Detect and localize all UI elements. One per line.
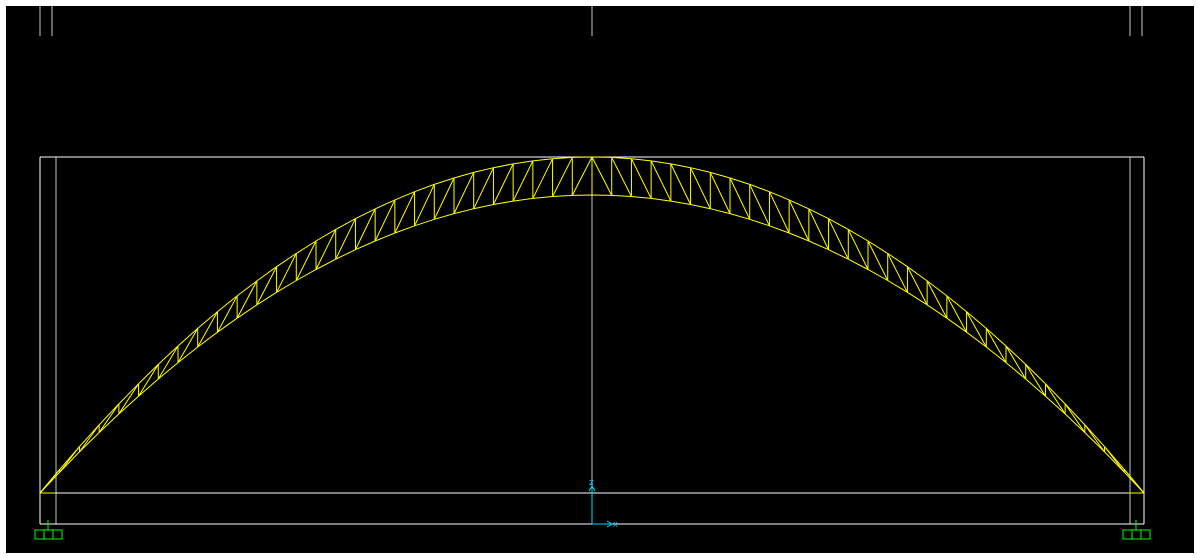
truss-diagonal-member xyxy=(118,383,139,415)
truss-diagonal-member xyxy=(39,469,61,494)
truss-diagonal-member xyxy=(966,311,987,348)
x-axis-label: X xyxy=(613,521,618,529)
truss-diagonal-member xyxy=(1045,383,1066,415)
left-support xyxy=(34,520,63,540)
support-base-box xyxy=(34,529,63,540)
truss-diagonal-member xyxy=(729,177,751,220)
truss-diagonal-member xyxy=(98,403,120,433)
truss-diagonal-member xyxy=(315,229,337,270)
truss-diagonal-member xyxy=(828,218,849,260)
z-axis-label: Z xyxy=(589,479,594,487)
supports xyxy=(34,520,1151,540)
truss-diagonal-member xyxy=(630,158,652,199)
z-axis-arrowhead xyxy=(588,485,596,492)
truss-diagonal-member xyxy=(433,177,455,220)
truss-diagonal-member xyxy=(512,160,534,202)
truss-diagonal-member xyxy=(216,295,238,333)
truss-diagonal-member xyxy=(59,446,80,473)
global-axes-triad: Z X xyxy=(588,479,618,529)
truss-diagonal-member xyxy=(867,240,889,281)
truss-diagonal-member xyxy=(276,253,297,293)
grid-lines xyxy=(39,6,1145,525)
truss-diagonal-member xyxy=(650,160,672,202)
truss-diagonal-member xyxy=(709,172,731,214)
truss-diagonal-member xyxy=(453,172,475,214)
truss-diagonal-member xyxy=(591,156,613,196)
right-support xyxy=(1122,520,1151,540)
truss-diagonal-member xyxy=(295,240,317,281)
truss-diagonal-member xyxy=(985,328,1007,363)
truss-diagonal-member xyxy=(1064,403,1086,433)
truss-diagonal-member xyxy=(79,424,100,453)
truss-diagonal-member xyxy=(847,229,869,270)
truss-diagonal-member xyxy=(1025,364,1046,397)
truss-diagonal-member xyxy=(670,163,692,205)
truss-diagonal-member xyxy=(335,218,356,260)
truss-diagonal-member xyxy=(808,208,830,250)
truss-diagonal-member xyxy=(749,184,770,227)
truss-diagonal-member xyxy=(926,280,948,319)
support-base-box xyxy=(1122,529,1151,540)
truss-diagonal-member xyxy=(236,280,258,319)
truss-diagonal-member xyxy=(473,167,494,209)
truss-diagonal-member xyxy=(354,208,376,250)
truss-diagonal-member xyxy=(1084,424,1105,453)
model-viewport[interactable]: Z X xyxy=(6,6,1194,553)
truss-diagonal-member xyxy=(414,184,435,227)
truss-diagonal-member xyxy=(611,157,632,197)
truss-diagonal-member xyxy=(906,266,928,306)
arch-truss[interactable] xyxy=(39,156,1145,494)
truss-diagonal-member xyxy=(374,199,396,242)
truss-diagonal-member xyxy=(256,266,278,306)
x-axis-arrowhead xyxy=(606,520,613,528)
truss-diagonal-member xyxy=(946,295,968,333)
truss-diagonal-member xyxy=(532,158,554,199)
truss-diagonal-member xyxy=(690,167,711,209)
truss-diagonal-member xyxy=(492,163,514,205)
truss-diagonal-member xyxy=(552,157,573,197)
truss-diagonal-member xyxy=(197,311,218,348)
truss-diagonal-member xyxy=(788,199,810,242)
truss-diagonal-member xyxy=(177,328,199,363)
truss-diagonal-member xyxy=(1005,345,1027,380)
truss-diagonal-member xyxy=(571,156,593,196)
truss-diagonal-member xyxy=(887,253,908,293)
structure-canvas[interactable]: Z X xyxy=(6,6,1194,553)
truss-diagonal-member xyxy=(394,191,416,234)
truss-diagonal-member xyxy=(1123,469,1145,494)
truss-diagonal-member xyxy=(157,345,179,380)
truss-diagonal-member xyxy=(1104,446,1125,473)
truss-diagonal-member xyxy=(138,364,159,397)
truss-diagonal-member xyxy=(768,191,790,234)
